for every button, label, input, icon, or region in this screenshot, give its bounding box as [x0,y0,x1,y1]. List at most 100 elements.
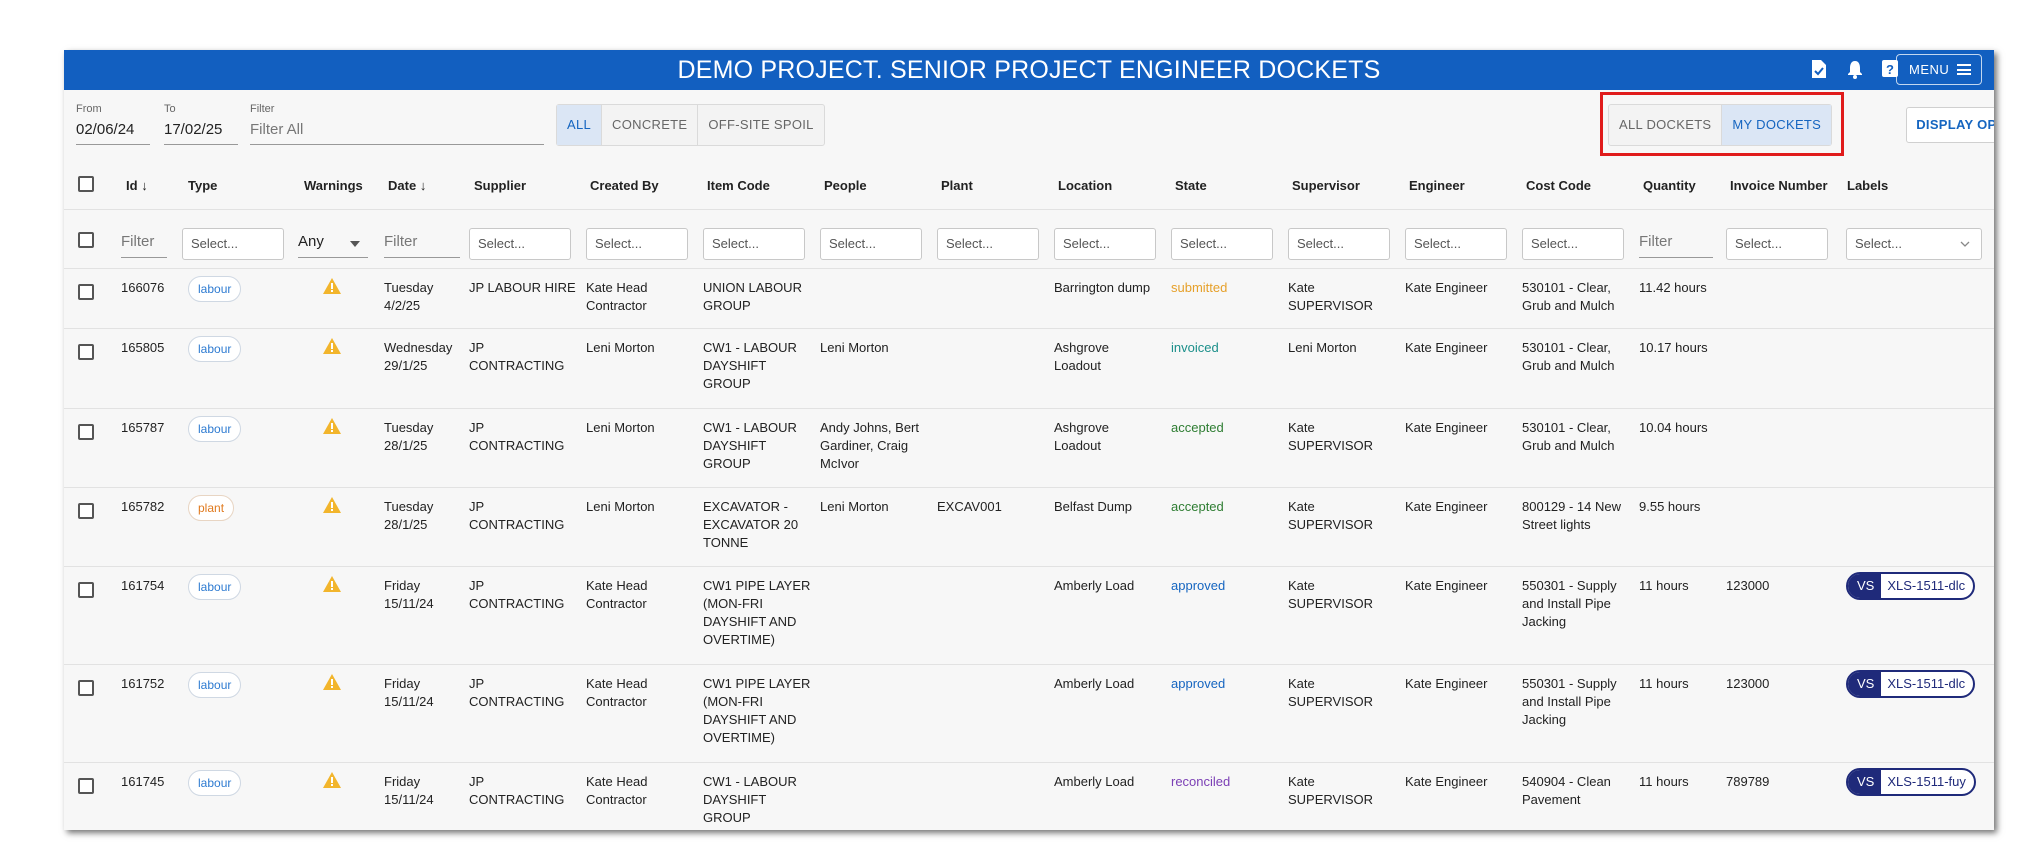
row-checkbox[interactable] [78,284,94,300]
warning-icon[interactable] [322,277,342,295]
type-badge: labour [188,276,242,302]
tab-off-site-spoil[interactable]: OFF-SITE SPOIL [697,105,823,145]
col-item-code[interactable]: Item Code [707,178,770,193]
quantity-filter-input[interactable]: Filter [1639,233,1673,250]
quantity: 9.55 hours [1639,498,1700,516]
col-warnings[interactable]: Warnings [304,178,363,193]
labels-select[interactable]: Select... [1846,228,1982,260]
col-invoice-number[interactable]: Invoice Number [1730,178,1828,193]
tab-all[interactable]: ALL [557,105,602,145]
id-filter-input[interactable]: Filter [121,233,155,250]
from-label: From [76,103,102,115]
warnings-select[interactable]: Any [298,233,324,250]
state-status: submitted [1171,279,1227,297]
warning-icon[interactable] [322,771,342,789]
col-supplier[interactable]: Supplier [474,178,527,193]
date-filter-underline [384,257,460,258]
state-select[interactable]: Select... [1171,228,1273,260]
supplier-name: JP CONTRACTING [469,577,564,613]
supplier-select[interactable]: Select... [469,228,571,260]
warning-icon[interactable] [322,417,342,435]
col-people[interactable]: People [824,178,867,193]
invoice-select[interactable]: Select... [1726,228,1828,260]
label-chip[interactable]: VS XLS-1511-fuy [1846,768,1976,796]
menu-button[interactable]: MENU [1896,54,1982,85]
cost-code-line: 800129 - 14 New [1522,499,1622,514]
people-select[interactable]: Select... [820,228,922,260]
sort-desc-icon: ↓ [141,178,148,193]
col-plant[interactable]: Plant [941,178,973,193]
col-quantity[interactable]: Quantity [1643,178,1696,193]
table-row[interactable] [64,665,1994,763]
filter-row-checkbox[interactable] [78,232,94,248]
location-select[interactable]: Select... [1054,228,1156,260]
help-icon[interactable]: ? [1881,59,1899,79]
table-row[interactable] [64,763,1994,830]
people: Leni Morton [820,498,889,516]
state-status-line: approved [1171,578,1226,593]
bell-icon[interactable] [1846,59,1864,79]
item-code-select[interactable]: Select... [703,228,805,260]
tab-my-dockets[interactable]: MY DOCKETS [1721,105,1832,145]
row-checkbox[interactable] [78,503,94,519]
docket-date: Tuesday 28/1/25 [384,498,433,534]
supervisor: Kate SUPERVISOR [1288,498,1373,534]
table-row[interactable] [64,488,1994,567]
row-checkbox[interactable] [78,680,94,696]
supervisor-line: SUPERVISOR [1288,298,1374,313]
col-labels[interactable]: Labels [1847,178,1889,193]
date-filter-input[interactable]: Filter [384,233,418,250]
engineer-line: Kate Engineer [1405,280,1488,295]
row-checkbox[interactable] [78,424,94,440]
plant-select[interactable]: Select... [937,228,1039,260]
table-row[interactable] [64,269,1994,329]
supervisor: Kate SUPERVISOR [1288,675,1373,711]
label-chip[interactable]: VS XLS-1511-dlc [1846,572,1976,600]
engineer-select[interactable]: Select... [1405,228,1507,260]
warning-icon[interactable] [322,496,342,514]
people-line: Leni Morton [820,499,889,514]
col-id[interactable]: Id ↓ [126,178,148,193]
warning-icon[interactable] [322,337,342,355]
quantity-line: 11 hours [1639,676,1689,691]
col-cost-code[interactable]: Cost Code [1526,178,1591,193]
filter-all-input[interactable]: Filter All [250,121,304,138]
quantity-filter-underline [1639,257,1713,258]
select-all-checkbox[interactable] [78,176,94,192]
col-created-by[interactable]: Created By [590,178,659,193]
col-supervisor[interactable]: Supervisor [1292,178,1360,193]
highlight-box [1600,92,1844,156]
row-checkbox[interactable] [78,778,94,794]
type-select[interactable]: Select... [182,228,284,260]
created-by-select[interactable]: Select... [586,228,688,260]
to-date-field[interactable]: 17/02/25 [164,121,223,138]
item-code-line: CW1 - LABOUR [703,774,797,789]
from-date-field[interactable]: 02/06/24 [76,121,135,138]
col-state[interactable]: State [1175,178,1207,193]
tab-all-dockets[interactable]: ALL DOCKETS [1619,117,1712,132]
row-checkbox[interactable] [78,582,94,598]
item-code-line: UNION LABOUR [703,280,802,295]
supervisor-line: SUPERVISOR [1288,596,1374,611]
label-chip[interactable]: VS XLS-1511-dlc [1846,670,1976,698]
supplier-name-line: CONTRACTING [469,596,565,611]
supplier-name-line: JP [469,340,485,355]
col-location[interactable]: Location [1058,178,1113,193]
supervisor-select[interactable]: Select... [1288,228,1390,260]
item-code-line: OVERTIME) [703,632,775,647]
docket-check-icon[interactable] [1810,59,1828,79]
warning-icon[interactable] [322,575,342,593]
col-date[interactable]: Date ↓ [388,178,427,193]
display-options-button[interactable]: DISPLAY OPTIONS [1906,107,1994,143]
tab-concrete[interactable]: CONCRETE [601,105,697,145]
type-badge: labour [188,770,242,796]
warning-icon[interactable] [322,673,342,691]
type-badge: plant [188,495,235,521]
cost-code: 550301 - Supply and Install Pipe Jacking [1522,675,1617,729]
cost-code-select[interactable]: Select... [1522,228,1624,260]
col-engineer[interactable]: Engineer [1409,178,1465,193]
location: Ashgrove Loadout [1054,339,1109,375]
col-type[interactable]: Type [188,178,218,193]
table-row[interactable] [64,567,1994,665]
row-checkbox[interactable] [78,344,94,360]
